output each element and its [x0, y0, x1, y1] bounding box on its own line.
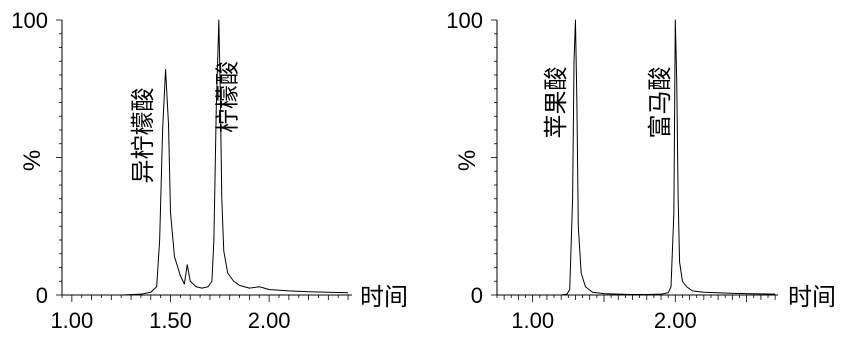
peak-annotation: 异柠檬酸: [130, 88, 157, 184]
peak-annotation: 苹果酸: [543, 67, 570, 139]
x-tick-label: 2.00: [654, 308, 697, 333]
x-tick-label: 1.50: [149, 308, 192, 333]
x-axis-label: 时间: [360, 284, 408, 311]
y-tick-label: 100: [11, 8, 48, 33]
x-tick-label: 1.00: [50, 308, 93, 333]
x-tick-label: 2.00: [248, 308, 291, 333]
peak-annotation: 柠檬酸: [215, 61, 242, 133]
series-line-1: [498, 19, 776, 296]
chart-panel-2: 0 100 1.00 2.00% 时间 苹果酸 富马酸: [446, 8, 836, 333]
x-axis-label: 时间: [788, 284, 836, 311]
chart-panel-1: 0 100 1.00 1.50 2.00% 时间 异柠檬酸 柠檬酸: [11, 8, 408, 333]
y-axis-label: %: [19, 150, 46, 171]
y-axis-label: %: [454, 150, 481, 171]
y-tick-label: 0: [471, 283, 483, 308]
y-tick-label: 0: [36, 283, 48, 308]
series-line-1: [65, 19, 349, 296]
y-tick-label: 100: [446, 8, 483, 33]
x-tick-label: 1.00: [511, 308, 554, 333]
peak-annotation: 富马酸: [647, 67, 674, 139]
